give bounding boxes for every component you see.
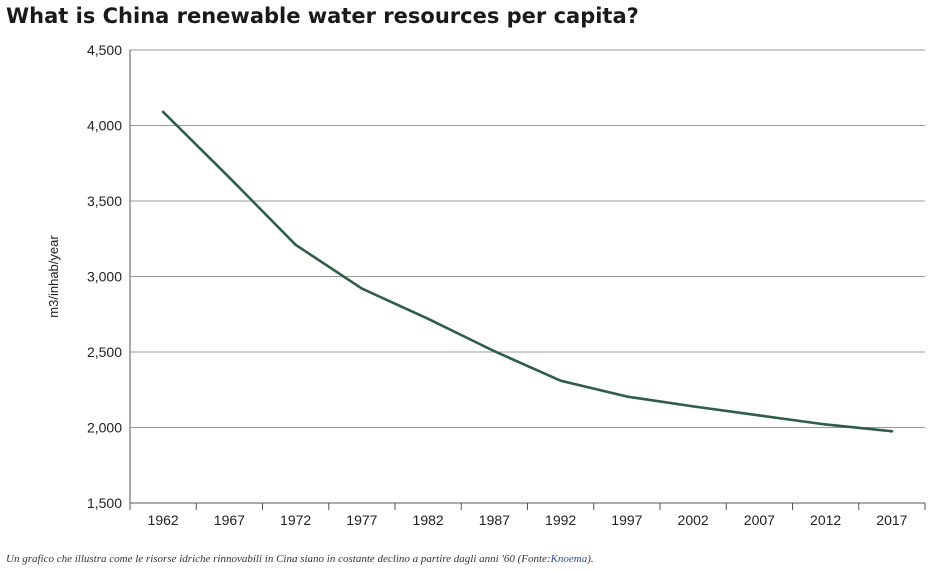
x-tick-label: 1997 <box>611 512 642 528</box>
x-tick-label: 1992 <box>545 512 576 528</box>
y-tick-label: 3,500 <box>87 193 122 209</box>
x-tick-label: 1987 <box>479 512 510 528</box>
data-point <box>360 287 364 290</box>
caption-text: Un grafico che illustra come le risorse … <box>6 553 551 565</box>
y-tick-label: 1,500 <box>87 495 122 511</box>
x-tick-label: 1962 <box>148 512 179 528</box>
y-tick-label: 2,500 <box>87 344 122 360</box>
caption-source-link[interactable]: Knoema <box>550 553 588 565</box>
y-axis-title: m3/inhab/year <box>46 235 61 318</box>
data-point <box>294 243 297 247</box>
data-point <box>890 429 894 433</box>
series-line <box>161 110 894 433</box>
data-point <box>161 110 165 114</box>
figure-caption: Un grafico che illustra come le risorse … <box>6 553 594 565</box>
caption-end: ). <box>587 553 594 565</box>
data-point <box>493 349 496 353</box>
y-tick-label: 4,500 <box>87 42 122 58</box>
x-tick-label: 2007 <box>744 512 775 528</box>
y-tick-label: 2,000 <box>87 420 122 436</box>
data-point <box>758 414 761 417</box>
data-point <box>625 395 629 398</box>
data-point <box>559 379 562 382</box>
y-tick-label: 3,000 <box>87 269 122 285</box>
x-tick-label: 2017 <box>876 512 907 528</box>
x-tick-label: 1977 <box>346 512 377 528</box>
x-tick-label: 1967 <box>214 512 245 528</box>
x-tick-label: 1982 <box>413 512 444 528</box>
data-point <box>426 317 430 321</box>
data-point <box>691 405 695 408</box>
chart-title: What is China renewable water resources … <box>6 4 639 28</box>
data-point <box>228 176 231 179</box>
x-tick-label: 2002 <box>678 512 709 528</box>
data-point <box>824 423 827 426</box>
y-tick-label: 4,000 <box>87 118 122 134</box>
x-tick-label: 1972 <box>280 512 311 528</box>
x-tick-label: 2012 <box>810 512 841 528</box>
